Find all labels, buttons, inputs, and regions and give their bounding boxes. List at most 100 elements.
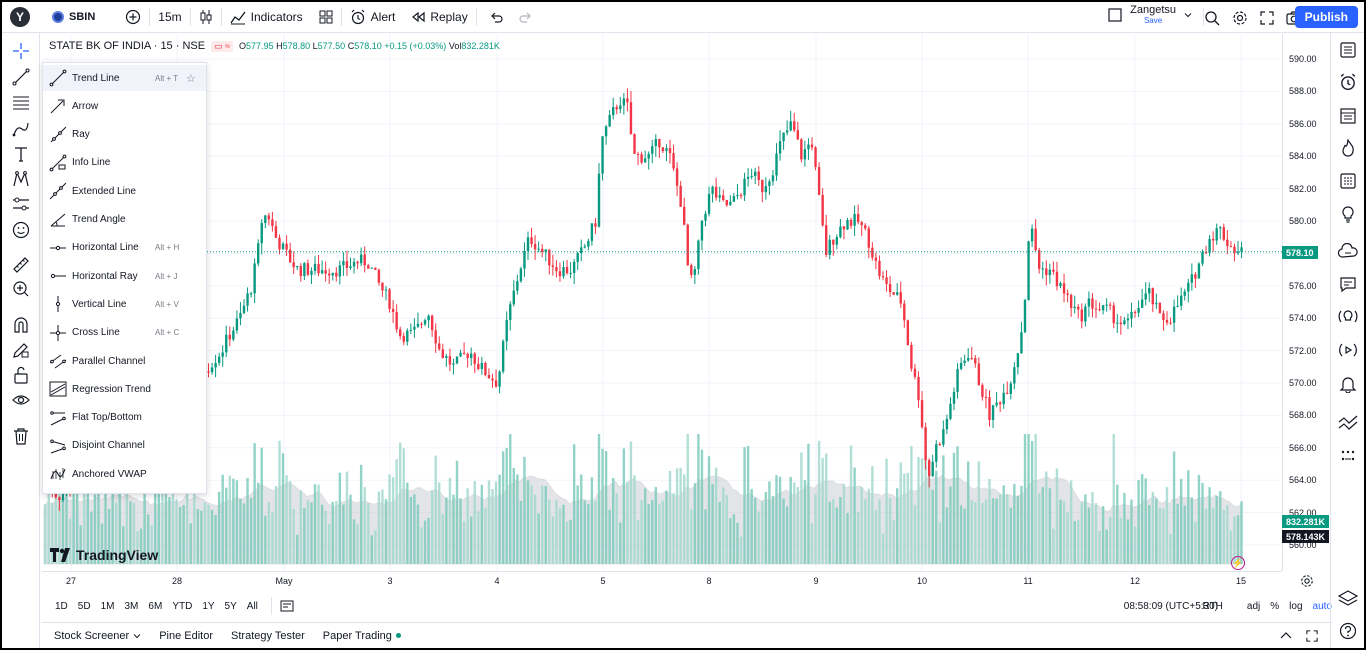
publish-button[interactable]: Publish — [1294, 6, 1358, 28]
line-tool-anchored-vwap[interactable]: Anchored VWAP — [43, 461, 206, 487]
range-button-1d[interactable]: 1D — [55, 600, 68, 612]
symbol-title[interactable]: STATE BK OF INDIA · 15 · NSE — [49, 40, 206, 52]
watchlist-button[interactable] — [1337, 39, 1359, 61]
redo-button[interactable] — [511, 2, 541, 33]
minds-button[interactable] — [1337, 241, 1359, 263]
volume-bar — [338, 472, 342, 564]
undo-button[interactable] — [477, 2, 511, 33]
range-button-1m[interactable]: 1M — [100, 600, 115, 612]
icons-tool[interactable] — [11, 220, 31, 240]
pattern-tool[interactable] — [11, 119, 31, 139]
scale-settings-button[interactable] — [1300, 574, 1314, 593]
line-tool-arrow[interactable]: Arrow — [43, 93, 206, 119]
gear-icon[interactable] — [1232, 10, 1248, 26]
line-tool-trend-angle[interactable]: Trend Angle — [43, 207, 206, 233]
close-value: 578.10 — [354, 41, 382, 51]
tradingview-logo[interactable]: TradingView — [50, 547, 158, 563]
disjoint-channel-icon — [49, 437, 67, 455]
range-button-all[interactable]: All — [246, 600, 258, 612]
line-tool-horizontal-ray[interactable]: Horizontal Ray Alt + J — [43, 263, 206, 289]
streams-button[interactable] — [1337, 339, 1359, 361]
adj-button[interactable]: adj — [1246, 600, 1261, 612]
tab-stock-screener[interactable]: Stock Screener — [42, 630, 150, 642]
log-scale-button[interactable]: log — [1289, 600, 1303, 612]
session-button[interactable]: RTH — [1202, 600, 1223, 612]
line-tool-trend-line[interactable]: Trend Line Alt + T ☆ — [43, 65, 206, 91]
ideas-button[interactable] — [1337, 203, 1359, 225]
fullscreen-icon[interactable] — [1260, 10, 1274, 25]
candle-body — [1229, 246, 1233, 248]
line-tool-flat-top-bottom[interactable]: Flat Top/Bottom — [43, 405, 206, 431]
legend-toggle[interactable]: ▭ ≈ — [211, 40, 234, 52]
fib-tool[interactable] — [11, 93, 31, 113]
trend-line-tool[interactable] — [11, 67, 31, 87]
favorite-star-icon[interactable]: ☆ — [186, 72, 196, 85]
forecast-tool[interactable] — [11, 169, 31, 189]
compare-button[interactable] — [103, 2, 149, 33]
range-button-3m[interactable]: 3M — [124, 600, 139, 612]
hide-drawings-tool[interactable] — [11, 390, 31, 410]
object-tree-button[interactable] — [1337, 588, 1359, 610]
range-button-6m[interactable]: 6M — [148, 600, 163, 612]
depth-button[interactable] — [1337, 411, 1359, 433]
notifications-button[interactable] — [1337, 373, 1359, 395]
pine-ideas-button[interactable] — [1337, 306, 1359, 328]
percent-scale-button[interactable]: % — [1270, 600, 1280, 612]
lock-drawings-tool[interactable] — [11, 365, 31, 385]
range-button-ytd[interactable]: YTD — [172, 600, 193, 612]
range-button-5y[interactable]: 5Y — [224, 600, 237, 612]
line-tool-cross-line[interactable]: Cross Line Alt + C — [43, 320, 206, 346]
bolt-icon[interactable]: ⚡ — [1231, 556, 1245, 570]
data-window-button[interactable] — [1337, 105, 1359, 127]
interval-button[interactable]: 15m — [158, 10, 182, 24]
chart-pane[interactable] — [42, 34, 1282, 571]
line-tool-ray[interactable]: Ray — [43, 122, 206, 148]
user-avatar[interactable]: Y — [10, 7, 30, 27]
volume-bar — [1176, 503, 1179, 564]
tab-paper-trading[interactable]: Paper Trading — [314, 630, 410, 642]
clock-timezone[interactable]: 08:58:09 (UTC+5:30) — [1123, 600, 1218, 612]
hotlists-button[interactable] — [1337, 137, 1359, 159]
line-tool-disjoint-channel[interactable]: Disjoint Channel — [43, 433, 206, 459]
templates-button[interactable] — [311, 2, 341, 33]
calendar-button[interactable] — [1337, 170, 1359, 192]
more-widgets-button[interactable] — [1337, 445, 1359, 467]
layout-menu[interactable]: Zangetsu Save — [1108, 5, 1192, 25]
text-tool[interactable] — [11, 144, 31, 164]
indicators-button[interactable]: Indicators — [222, 2, 311, 33]
stay-in-drawing-tool[interactable] — [11, 340, 31, 360]
line-tool-vertical-line[interactable]: Vertical Line Alt + V — [43, 291, 206, 317]
alert-button[interactable]: Alert — [342, 2, 404, 33]
crosshair-tool[interactable] — [11, 41, 31, 61]
tab-strategy-tester[interactable]: Strategy Tester — [222, 630, 314, 642]
line-tool-parallel-channel[interactable]: Parallel Channel — [43, 348, 206, 374]
replay-button[interactable]: Replay — [403, 2, 475, 33]
symbol-search-button[interactable]: SBIN — [44, 2, 103, 33]
chats-button[interactable] — [1337, 273, 1359, 295]
chevron-up-icon[interactable] — [1280, 630, 1292, 640]
tab-pine-editor[interactable]: Pine Editor — [150, 630, 222, 642]
volume-bar — [217, 491, 221, 564]
magnet-tool[interactable] — [11, 315, 31, 335]
line-tool-horizontal-line[interactable]: Horizontal Line Alt + H — [43, 235, 206, 261]
chart-type-button[interactable] — [191, 2, 221, 33]
range-button-5d[interactable]: 5D — [77, 600, 91, 612]
search-icon[interactable] — [1204, 10, 1220, 26]
calendar-goto-icon[interactable] — [280, 600, 294, 612]
price-scale[interactable]: 590.00 588.00 586.00 584.00 582.00 580.00 578.… — [1282, 34, 1332, 571]
help-button[interactable] — [1337, 620, 1359, 642]
time-scale[interactable]: 27 28 May 3 4 5 8 9 10 11 12 15 — [42, 571, 1282, 591]
zoom-tool[interactable] — [11, 279, 31, 299]
line-tool-extended-line[interactable]: Extended Line — [43, 178, 206, 204]
auto-scale-button[interactable]: auto — [1312, 600, 1332, 612]
crosshair-icon — [13, 43, 29, 59]
volume-bar — [313, 484, 317, 564]
measure-position-tool[interactable] — [11, 194, 31, 214]
line-tool-regression-trend[interactable]: Regression Trend — [43, 376, 206, 402]
line-tool-info-line[interactable]: Info Line — [43, 150, 206, 176]
remove-drawings-tool[interactable] — [11, 426, 31, 446]
alerts-button[interactable] — [1337, 71, 1359, 93]
maximize-icon[interactable] — [1306, 629, 1318, 642]
range-button-1y[interactable]: 1Y — [202, 600, 215, 612]
measure-tool[interactable] — [11, 255, 31, 275]
